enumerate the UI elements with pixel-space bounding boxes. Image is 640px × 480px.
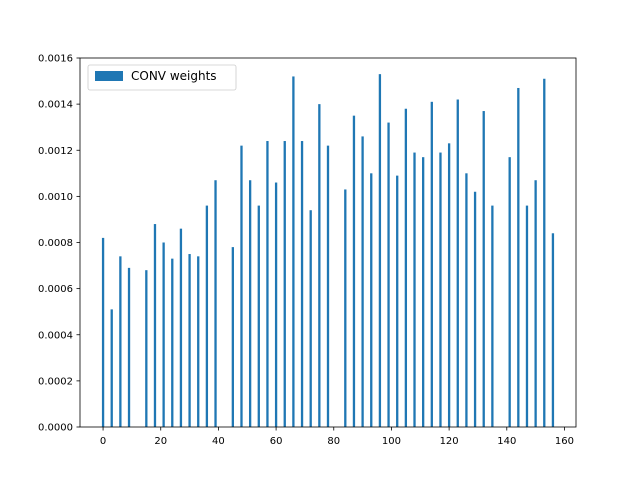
y-tick-label: 0.0002 <box>38 376 73 387</box>
bars-group <box>101 74 555 428</box>
bar <box>274 182 278 427</box>
x-tick-label: 160 <box>555 436 574 447</box>
y-tick-label: 0.0014 <box>38 100 73 111</box>
bar <box>145 270 148 427</box>
bar <box>110 309 113 427</box>
bar <box>266 141 269 427</box>
x-axis: 0 20 40 60 80 100 120 140 160 <box>100 427 574 447</box>
x-tick-label: 20 <box>154 436 167 447</box>
x-tick-label: 40 <box>212 436 225 447</box>
bar <box>171 258 174 427</box>
bar <box>508 157 511 427</box>
x-tick-label: 80 <box>327 436 340 447</box>
x-tick-label: 140 <box>497 436 516 447</box>
bar <box>456 99 459 427</box>
bar <box>439 152 442 427</box>
legend-box <box>87 64 237 91</box>
bar <box>300 141 304 427</box>
bar <box>119 256 122 427</box>
bar <box>197 256 200 427</box>
bar <box>283 141 286 427</box>
bar <box>422 157 425 427</box>
x-tick-label: 100 <box>382 436 401 447</box>
y-tick-label: 0.0006 <box>38 284 73 295</box>
bar <box>491 205 494 427</box>
bar <box>153 224 157 427</box>
y-tick-label: 0.0008 <box>38 238 73 249</box>
bar <box>525 205 529 427</box>
bar <box>257 205 260 427</box>
bar <box>413 152 416 427</box>
bar <box>465 173 468 427</box>
bar <box>396 175 399 427</box>
bar <box>447 143 451 428</box>
bar <box>292 76 295 427</box>
y-tick-label: 0.0000 <box>38 423 73 434</box>
bar <box>101 237 105 427</box>
legend-swatch <box>95 71 123 81</box>
y-tick-label: 0.0004 <box>38 330 73 341</box>
bar <box>309 210 312 427</box>
bar <box>378 74 382 428</box>
bar <box>179 228 183 427</box>
y-axis: 0.0000 0.0002 0.0004 0.0006 0.0008 0.0010 0.00… <box>38 54 80 434</box>
bar <box>430 101 433 427</box>
bar <box>240 145 243 427</box>
bar <box>344 189 347 427</box>
x-tick-label: 60 <box>270 436 283 447</box>
bar <box>214 180 217 427</box>
x-tick-label: 120 <box>440 436 459 447</box>
bar <box>127 267 131 427</box>
bar <box>361 136 364 427</box>
bar <box>534 180 537 427</box>
legend-label: CONV weights <box>131 69 217 83</box>
bar <box>318 104 321 427</box>
bar <box>473 191 477 427</box>
bar <box>231 247 234 427</box>
bar <box>517 87 520 427</box>
bar <box>352 115 356 427</box>
bar <box>205 205 209 427</box>
bar <box>162 242 165 427</box>
bar <box>387 122 390 427</box>
plot-frame <box>79 57 577 428</box>
legend: CONV weights <box>87 64 237 91</box>
bar <box>326 145 330 427</box>
bar <box>482 111 485 427</box>
bar <box>188 254 191 427</box>
y-tick-label: 0.0010 <box>38 192 73 203</box>
y-tick-label: 0.0016 <box>38 54 73 65</box>
x-tick-label: 0 <box>100 436 106 447</box>
bar <box>370 173 373 427</box>
bar <box>551 233 555 427</box>
bar <box>404 108 408 428</box>
y-tick-label: 0.0012 <box>38 146 73 157</box>
bar <box>543 78 546 427</box>
bar <box>248 180 252 427</box>
